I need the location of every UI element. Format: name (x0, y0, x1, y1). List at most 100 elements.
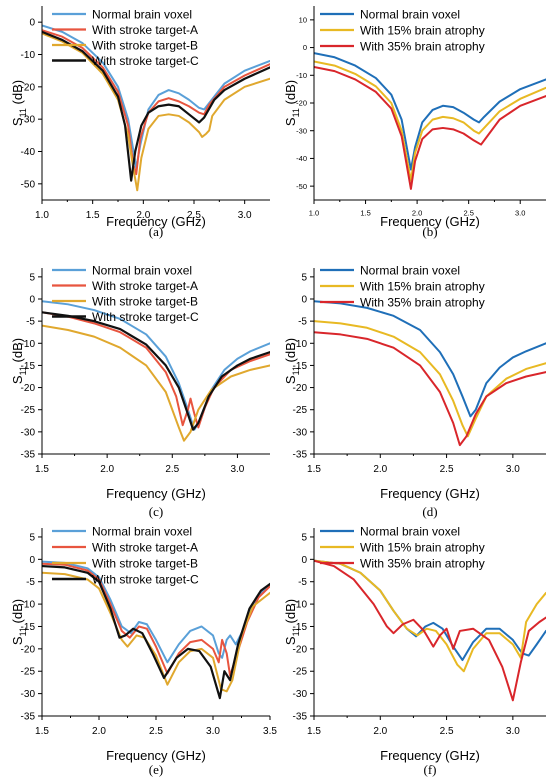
x-tick-label: 2.0 (136, 210, 150, 221)
y-tick-label: 0 (303, 43, 307, 52)
chart-panel: 1.5 2.0 2.5 3.0 3.5 5 0 -5 -10 -15 -20 -25 -30 -35 Fre… (10, 524, 277, 777)
y-tick-label: -40 (296, 154, 307, 163)
series-line-3 (314, 331, 546, 447)
x-tick-label: 1.5 (35, 726, 49, 737)
y-tick-label: -5 (298, 577, 307, 588)
x-tick-label: 1.5 (86, 210, 100, 221)
y-tick-label: -5 (298, 317, 307, 328)
series-line-4 (42, 30, 270, 182)
legend-label: Normal brain voxel (360, 524, 460, 538)
x-tick-label: 2.0 (100, 464, 114, 475)
y-tick-label: 10 (299, 15, 307, 24)
x-tick-label: 3.0 (506, 726, 520, 737)
y-axis-title-subscript: 11 (18, 627, 28, 636)
x-tick-label: 2.0 (92, 726, 106, 737)
y-tick-label: -25 (21, 667, 36, 678)
series-line-3 (42, 324, 270, 442)
series-line-3 (42, 32, 270, 192)
y-axis-title-subscript: 11 (291, 627, 301, 636)
y-tick-label: -30 (293, 689, 308, 700)
y-tick-label: -30 (21, 689, 36, 700)
legend-label: With stroke target-A (92, 540, 198, 554)
series-line-3 (42, 571, 270, 693)
series-line-1 (42, 560, 270, 664)
series-line-2 (314, 320, 546, 438)
y-tick-label: -20 (293, 383, 308, 394)
series-line-4 (42, 564, 270, 700)
legend-label: With stroke target-B (92, 294, 198, 308)
y-tick-label: -5 (26, 577, 35, 588)
y-tick-label: 5 (301, 272, 307, 283)
legend-label: Normal brain voxel (360, 263, 460, 277)
legend-label: With 15% brain atrophy (360, 279, 485, 293)
legend-label: Normal brain voxel (92, 7, 192, 21)
y-tick-label: -20 (293, 644, 308, 655)
y-tick-label: -40 (21, 147, 36, 158)
x-tick-label: 1.5 (307, 726, 321, 737)
legend-label: With stroke target-C (92, 310, 199, 324)
legend: Normal brain voxel With stroke target-A Wi… (52, 524, 199, 586)
y-tick-label: 0 (29, 295, 35, 306)
x-tick-label: 2.0 (373, 464, 387, 475)
y-axis-title-unit: (dB) (10, 338, 25, 366)
x-tick-label: 2.5 (149, 726, 163, 737)
y-tick-label: -5 (26, 317, 35, 328)
y-axis-title-unit: (dB) (10, 80, 25, 108)
x-tick-label: 1.0 (309, 209, 319, 218)
y-tick-label: -25 (21, 405, 36, 416)
x-tick-label: 2.5 (187, 210, 201, 221)
y-tick-label: -25 (293, 405, 308, 416)
legend-label: With 15% brain atrophy (360, 23, 485, 37)
legend: Normal brain voxel With 15% brain atrophy… (320, 263, 485, 309)
y-tick-label: 0 (29, 555, 35, 566)
y-axis-title-unit: (dB) (283, 599, 298, 627)
y-tick-label: -35 (293, 712, 308, 723)
x-axis-title: Frequency (GHz) (106, 214, 206, 229)
series-line-1 (314, 300, 546, 418)
legend-label: With 15% brain atrophy (360, 540, 485, 554)
x-tick-label: 2.5 (440, 464, 454, 475)
y-tick-label: -10 (21, 600, 36, 611)
panel-label: (b) (422, 224, 437, 239)
y-tick-label: 0 (29, 18, 35, 29)
y-tick-label: -15 (21, 622, 36, 633)
y-tick-label: -35 (293, 450, 308, 461)
y-tick-label: -25 (293, 667, 308, 678)
y-axis-title: S11 (dB) (10, 80, 28, 126)
series-line-1 (314, 52, 546, 171)
y-tick-label: -15 (21, 361, 36, 372)
panel-label: (f) (424, 762, 437, 777)
x-tick-label: 2.5 (440, 726, 454, 737)
y-axis-title-unit: (dB) (10, 599, 25, 627)
x-tick-label: 3.0 (515, 209, 525, 218)
y-tick-label: -35 (21, 712, 36, 723)
panel-label: (d) (422, 504, 437, 519)
y-axis-title: S11 (dB) (10, 599, 28, 645)
chart-panel: 1.0 1.5 2.0 2.5 3.0 10 0 -10 -20 -30 -40 -50 Frequen… (283, 6, 546, 239)
x-tick-label: 1.5 (360, 209, 370, 218)
y-axis-title-symbol: S (283, 636, 298, 645)
y-tick-label: -15 (293, 622, 308, 633)
series-line-2 (42, 29, 270, 176)
x-tick-label: 3.0 (506, 464, 520, 475)
panel-label: (e) (149, 762, 163, 777)
y-tick-label: -20 (21, 644, 36, 655)
y-tick-label: -20 (21, 82, 36, 93)
y-tick-label: -30 (21, 115, 36, 126)
y-tick-label: -50 (296, 182, 307, 191)
chart-panel: 1.0 1.5 2.0 2.5 3.0 0 -10 -20 -30 -40 -50 Frequency… (10, 6, 270, 239)
y-tick-label: 5 (29, 272, 35, 283)
y-tick-label: -10 (21, 50, 36, 61)
x-tick-label: 3.5 (263, 726, 277, 737)
series-line-4 (42, 311, 270, 431)
series-line-3 (314, 559, 546, 702)
y-tick-label: -10 (21, 339, 36, 350)
x-tick-label: 3.0 (206, 726, 220, 737)
y-axis-title-subscript: 11 (291, 366, 301, 375)
legend-label: With 35% brain atrophy (360, 556, 485, 570)
series-line-3 (314, 65, 546, 190)
y-tick-label: -15 (293, 361, 308, 372)
y-axis-title-symbol: S (10, 636, 25, 645)
legend: Normal brain voxel With 15% brain atrophy… (320, 524, 485, 570)
